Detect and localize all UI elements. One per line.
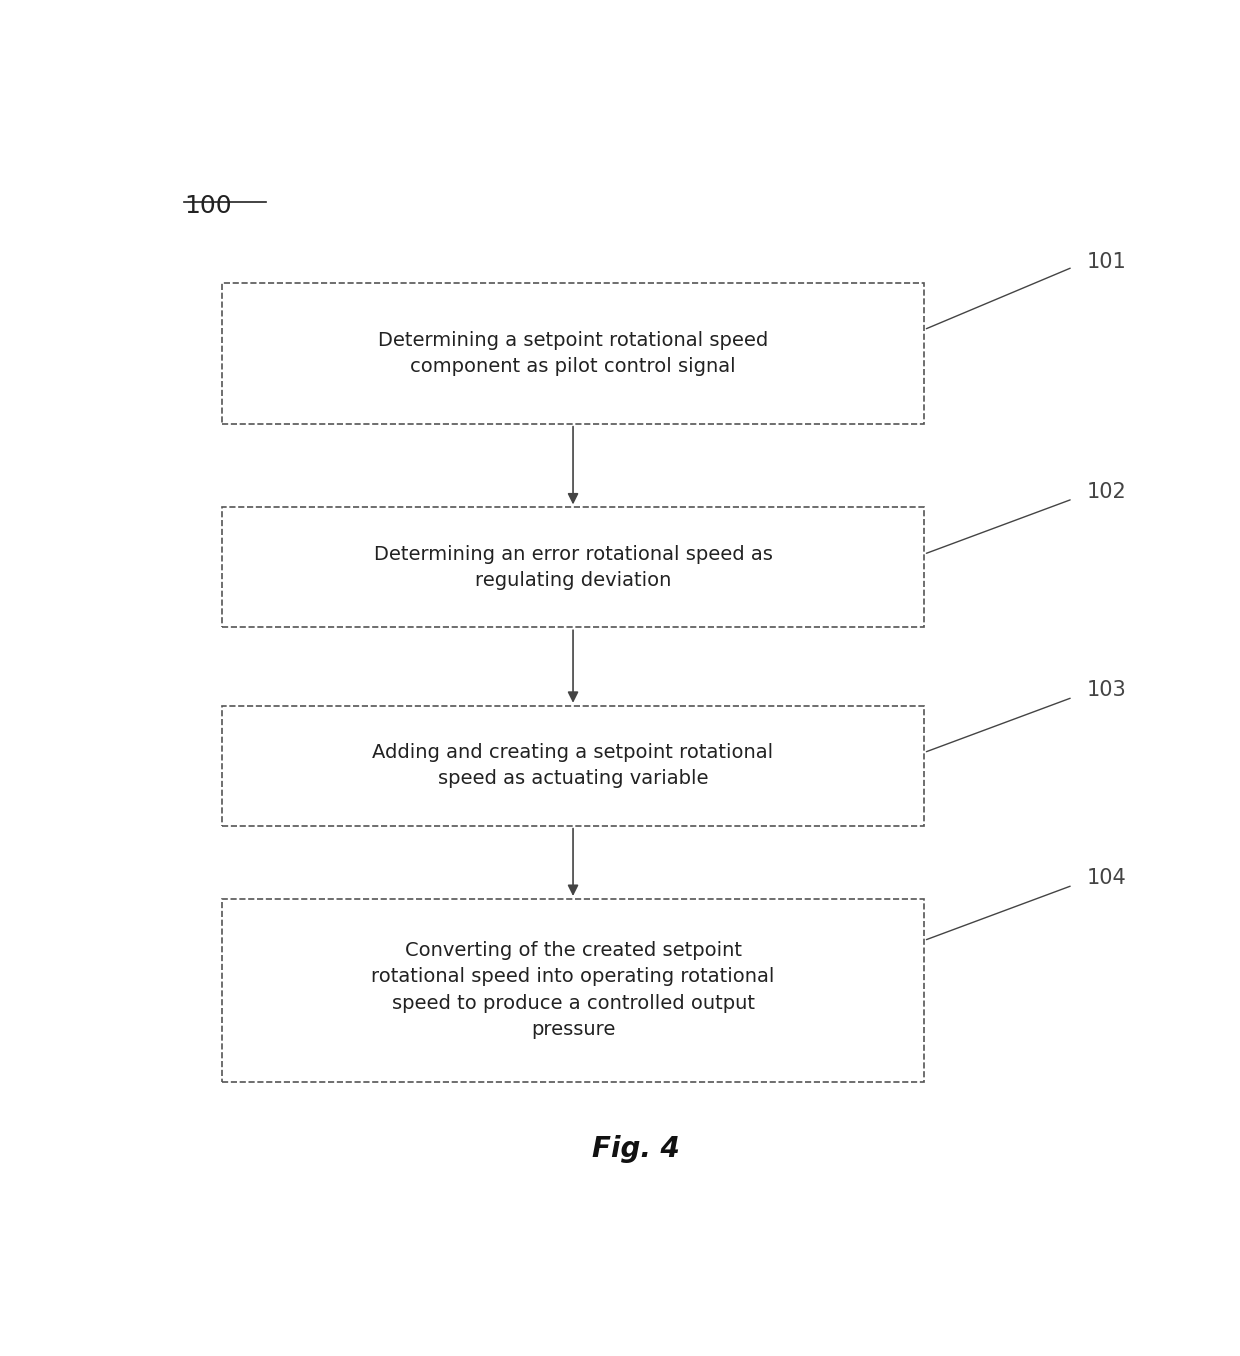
Text: Converting of the created setpoint
rotational speed into operating rotational
sp: Converting of the created setpoint rotat…: [371, 941, 775, 1040]
Text: 103: 103: [1087, 679, 1127, 700]
FancyBboxPatch shape: [222, 283, 924, 424]
FancyBboxPatch shape: [222, 507, 924, 628]
Text: 100: 100: [184, 194, 232, 218]
Text: 104: 104: [1087, 868, 1127, 888]
FancyBboxPatch shape: [222, 705, 924, 826]
Text: Determining a setpoint rotational speed
component as pilot control signal: Determining a setpoint rotational speed …: [378, 331, 768, 376]
Text: Fig. 4: Fig. 4: [591, 1135, 680, 1163]
FancyBboxPatch shape: [222, 899, 924, 1082]
Text: Adding and creating a setpoint rotational
speed as actuating variable: Adding and creating a setpoint rotationa…: [372, 743, 774, 788]
Text: 102: 102: [1087, 481, 1127, 502]
Text: 101: 101: [1087, 252, 1127, 273]
Text: Determining an error rotational speed as
regulating deviation: Determining an error rotational speed as…: [373, 545, 773, 590]
